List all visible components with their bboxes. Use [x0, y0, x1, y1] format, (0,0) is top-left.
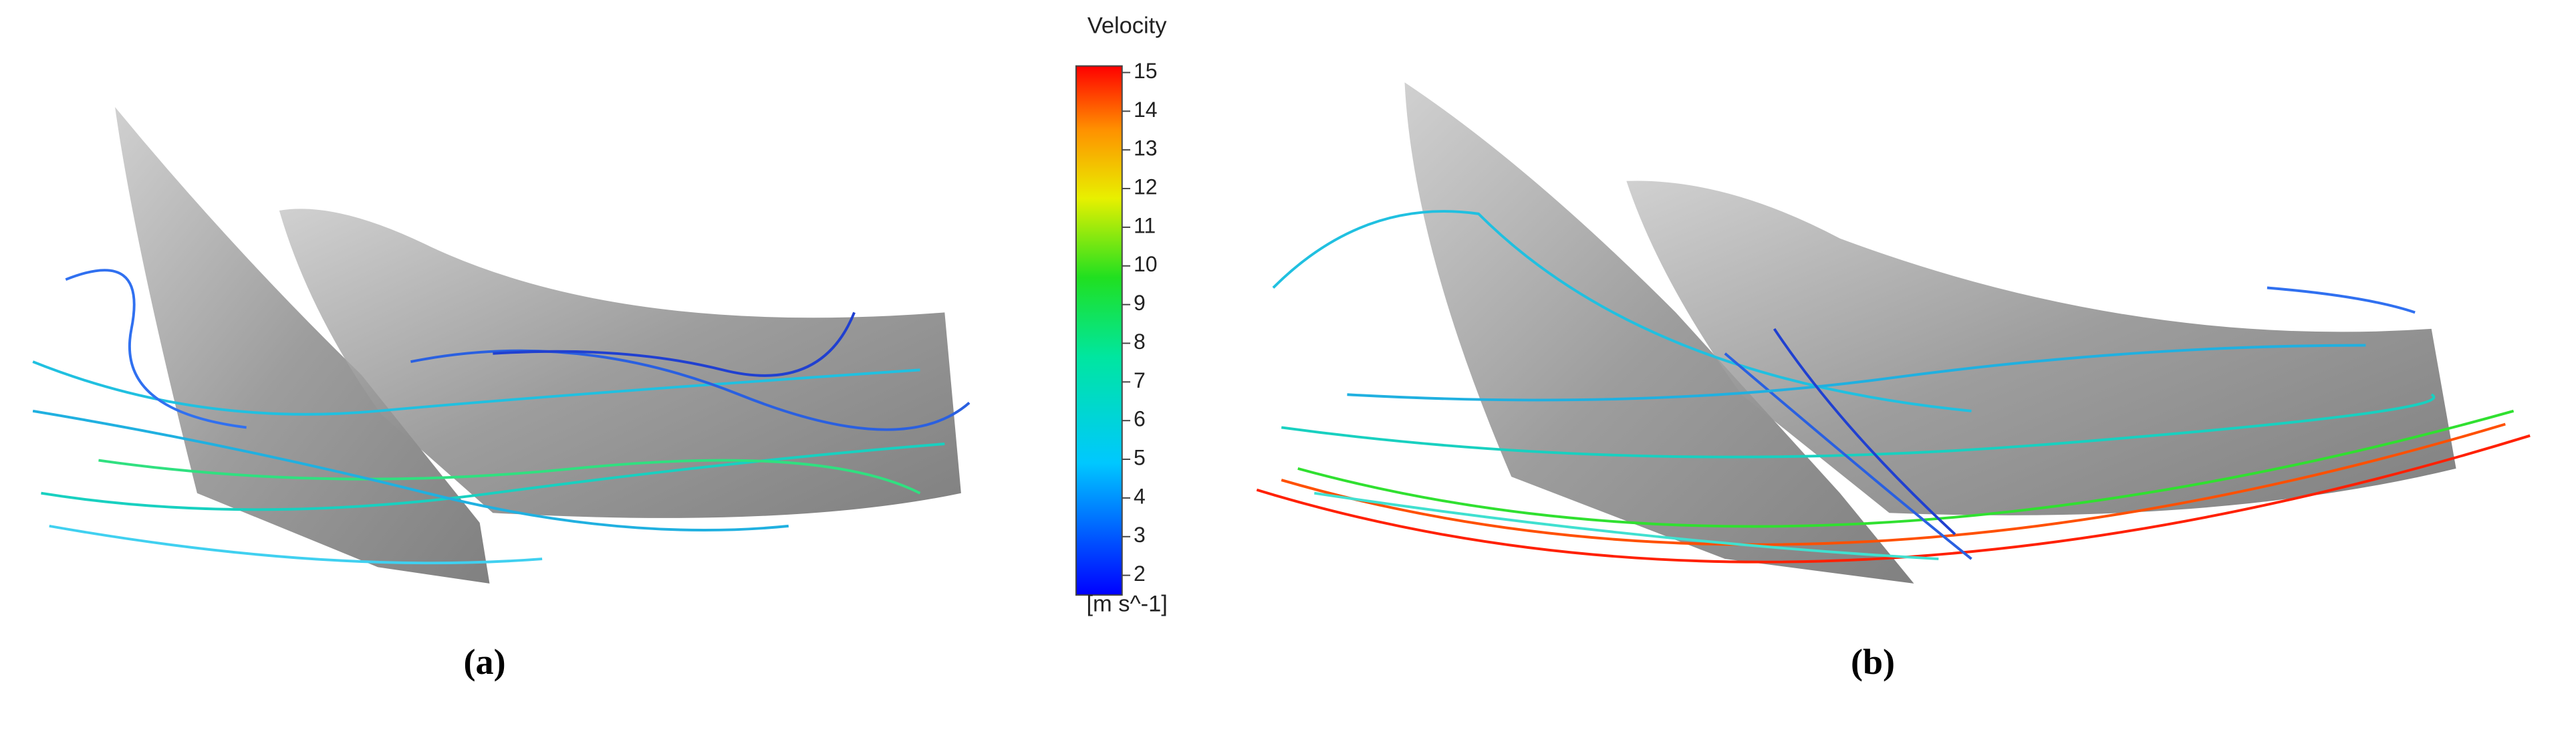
tick-label: 12 — [1134, 174, 1158, 199]
tick-label: 5 — [1134, 445, 1146, 469]
tick-label: 15 — [1134, 59, 1158, 83]
panel-label: (b) — [1851, 642, 1895, 682]
tick-label: 3 — [1134, 523, 1146, 547]
tick-label: 8 — [1134, 330, 1146, 354]
tick-label: 11 — [1134, 213, 1156, 237]
panel-label: (a) — [464, 642, 506, 682]
tick-label: 6 — [1134, 407, 1146, 431]
tick-label: 7 — [1134, 368, 1146, 392]
colorbar-title: Velocity — [1087, 13, 1167, 39]
colorbar: Velocity [m s^-1] 2 3 4 5 6 7 8 9 10 11 12 13 14 15 — [1075, 13, 1168, 617]
tick-label: 4 — [1134, 484, 1146, 508]
tick-label: 10 — [1134, 252, 1158, 276]
tick-label: 9 — [1134, 291, 1146, 315]
tick-label: 2 — [1134, 562, 1146, 586]
tick-label: 13 — [1134, 136, 1158, 160]
panel-b-image — [1256, 82, 2531, 584]
tick-label: 14 — [1134, 98, 1158, 122]
panel-a-image — [32, 107, 971, 584]
colorbar-gradient — [1075, 65, 1123, 596]
colorbar-unit: [m s^-1] — [1086, 592, 1167, 617]
